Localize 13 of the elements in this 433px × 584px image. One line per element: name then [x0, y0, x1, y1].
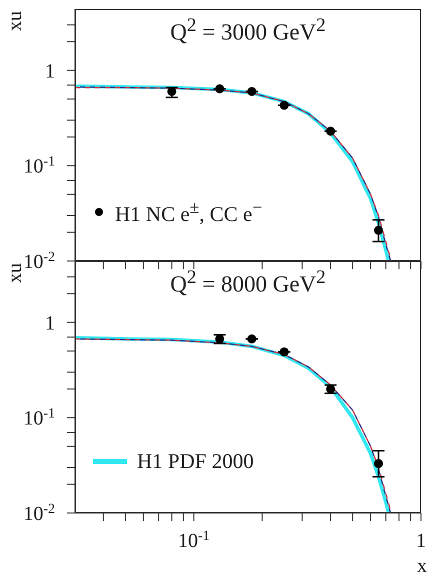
x-axis-title: x	[417, 555, 427, 578]
y-tick-label: 10$^{-2}$	[23, 502, 55, 525]
y-tick-label: 1	[45, 312, 55, 334]
legend-label: H1 PDF 2000	[137, 449, 254, 474]
y-axis-title: xu	[4, 11, 27, 31]
y-tick-label: 10$^{-1}$	[23, 406, 55, 430]
y-axis-title: xu	[4, 263, 26, 283]
legend-label: H1 NC e$^{±}$, CC e$^{−}$	[115, 197, 262, 227]
y-tick-label: 10$^{-2}$	[23, 250, 55, 273]
chart-title: Q$^{2}$ = 3000 GeV$^{2}$	[169, 15, 327, 46]
chart-title: Q$^{2}$ = 8000 GeV$^{2}$	[169, 267, 327, 298]
y-tick-label: 10$^{-1}$	[23, 154, 55, 178]
y-tick-label: 1	[45, 60, 55, 82]
